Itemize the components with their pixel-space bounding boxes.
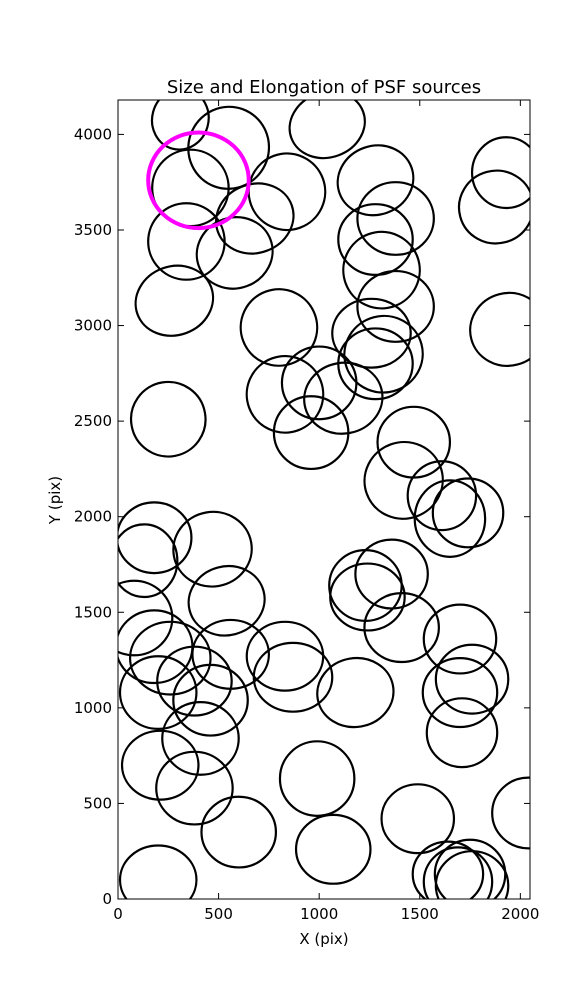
y-tick-label: 1000 <box>74 699 112 717</box>
y-tick-label: 4000 <box>74 125 112 143</box>
psf-ellipse-45 <box>312 652 399 733</box>
y-tick-label: 3500 <box>74 221 112 239</box>
psf-ellipse-55 <box>156 752 232 825</box>
psf-ellipse-14 <box>187 207 283 300</box>
psf-ellipse-58 <box>296 815 370 884</box>
plot-frame <box>118 100 530 899</box>
psf-ellipse-61 <box>120 845 196 914</box>
psf-ellipse-18 <box>462 284 555 374</box>
y-axis-label: Y (pix) <box>46 476 64 525</box>
psf-ellipse-43 <box>247 622 323 691</box>
chart-title: Size and Elongation of PSF sources <box>167 77 481 98</box>
psf-ellipse-53 <box>427 698 497 767</box>
psf-ellipse-54 <box>122 731 198 800</box>
psf-ellipse-8 <box>333 221 431 319</box>
psf-ellipse-11 <box>336 307 432 401</box>
y-tick-label: 3000 <box>74 317 112 335</box>
psf-ellipse-27 <box>354 431 454 530</box>
psf-ellipse-20 <box>236 345 334 443</box>
x-tick-label: 1500 <box>401 905 439 923</box>
y-tick-label: 0 <box>102 890 112 908</box>
psf-ellipse-37 <box>364 593 438 662</box>
psf-ellipse-64 <box>436 851 508 920</box>
psf-ellipse-31 <box>117 502 191 573</box>
psf-ellipse-29 <box>415 480 485 556</box>
psf-ellipse-19 <box>230 278 328 376</box>
psf-ellipse-44 <box>254 643 332 712</box>
x-tick-label: 500 <box>204 905 233 923</box>
y-tick-label: 2500 <box>74 412 112 430</box>
psf-ellipse-60 <box>492 778 564 849</box>
psf-ellipse-35 <box>329 550 401 621</box>
x-tick-label: 0 <box>113 905 123 923</box>
psf-ellipse-50 <box>424 605 496 674</box>
psf-ellipse-5 <box>206 173 303 265</box>
psf-ellipse-25 <box>125 376 211 462</box>
psf-ellipse-51 <box>436 645 508 714</box>
psf-ellipse-15 <box>126 255 223 347</box>
psf-ellipse-32 <box>111 524 177 597</box>
psf-ellipse-33 <box>167 506 257 593</box>
y-tick-label: 2000 <box>74 508 112 526</box>
y-tick-label: 1500 <box>74 603 112 621</box>
ellipse-layer <box>96 81 565 920</box>
psf-ellipse-13 <box>148 203 224 279</box>
psf-ellipse-30 <box>433 478 503 547</box>
psf-ellipse-49 <box>162 702 238 775</box>
psf-ellipse-57 <box>201 797 275 868</box>
psf-ellipse-52 <box>423 658 497 727</box>
psf-ellipse-3 <box>328 135 423 226</box>
x-tick-label: 1000 <box>300 905 338 923</box>
highlight-circle <box>148 132 249 228</box>
x-axis-label: X (pix) <box>299 930 348 948</box>
x-tick-label: 2000 <box>501 905 539 923</box>
psf-ellipse-6 <box>357 182 433 255</box>
y-tick-label: 500 <box>83 794 112 812</box>
psf-ellipse-56 <box>280 741 354 816</box>
